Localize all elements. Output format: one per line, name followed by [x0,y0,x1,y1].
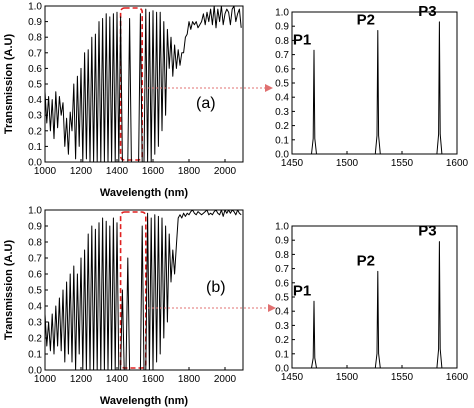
panel-a-main-chart: 0.0 0.1 0.2 0.3 0.4 0.5 0.6 0.7 0.8 0.9 1.0 1000 12… [3,2,244,199]
y-tick-label: 0.5 [28,286,42,297]
x-tick-label: 1600 [142,374,165,385]
panel-a-zoom-y-ticks: 0.0 0.1 0.2 0.3 0.4 0.5 0.6 0.7 0.8 0.9 1.0 [275,8,295,161]
y-tick-label: 0.4 [275,93,289,104]
y-tick-label: 0.7 [275,264,289,275]
panel-b-x-axis-label: Wavelength (nm) [100,395,189,407]
panel-b-y-axis-label: Transmission (A.U) [3,240,15,341]
y-tick-label: 0.9 [275,236,289,247]
x-tick-label: 1450 [281,158,304,169]
y-tick-label: 0.0 [28,158,42,169]
x-tick-label: 2000 [214,374,237,385]
y-tick-label: 0.1 [28,350,42,361]
y-tick-label: 0.2 [28,334,42,345]
y-tick-label: 0.9 [28,222,42,233]
panel-b-label: (b) [206,279,226,296]
peak-label-p2: P2 [357,252,375,269]
panel-a-label: (a) [196,95,216,112]
panel-a-zoom-chart: 0.0 0.1 0.2 0.3 0.4 0.5 0.6 0.7 0.8 0.9 1.0 1450 15… [275,3,468,169]
y-tick-label: 0.3 [28,111,42,122]
panel-a-x-axis-label: Wavelength (nm) [100,187,189,199]
y-tick-label: 0.2 [275,121,289,132]
panel-b-highlight-box [119,211,147,369]
y-tick-label: 0.7 [28,254,42,265]
x-tick-label: 1550 [391,372,414,383]
y-tick-label: 0.2 [28,126,42,137]
y-tick-label: 0.3 [28,318,42,329]
y-tick-label: 0.4 [275,307,289,318]
y-tick-label: 0.3 [275,321,289,332]
x-tick-label: 1400 [106,166,129,177]
x-tick-label: 1600 [446,372,469,383]
x-tick-label: 1200 [70,374,93,385]
x-tick-label: 1550 [391,158,414,169]
panel-b-main-chart: 0.0 0.1 0.2 0.3 0.4 0.5 0.6 0.7 0.8 0.9 1.0 1000 12… [3,206,244,407]
y-tick-label: 0.6 [275,64,289,75]
panel-b-zoom-arrow [148,304,276,312]
y-tick-label: 0.6 [28,270,42,281]
y-tick-label: 0.7 [275,50,289,61]
panel-a-zoom-series-line [292,21,457,155]
peak-label-p2: P2 [357,11,375,28]
y-tick-label: 0.6 [28,64,42,75]
x-tick-label: 1600 [142,166,165,177]
y-tick-label: 1.0 [28,206,42,217]
x-tick-label: 1200 [70,166,93,177]
x-tick-label: 1000 [34,166,57,177]
y-tick-label: 0.3 [275,107,289,118]
x-tick-label: 1450 [281,372,304,383]
peak-label-p1: P1 [293,31,311,48]
y-tick-label: 0.9 [28,17,42,28]
y-tick-label: 1.0 [275,222,289,233]
panel-a-main-y-ticks: 0.0 0.1 0.2 0.3 0.4 0.5 0.6 0.7 0.8 0.9 1.0 [28,2,48,169]
y-tick-label: 0.2 [275,335,289,346]
y-tick-label: 0.9 [275,22,289,33]
y-tick-label: 0.8 [275,250,289,261]
y-tick-label: 0.5 [275,79,289,90]
panel-b-peak-labels: P1 P2 P3 [293,223,437,300]
y-tick-label: 0.1 [275,349,289,360]
panel-a-main-x-ticks: 1000 1200 1400 1600 1800 2000 [34,159,237,177]
y-tick-label: 1.0 [28,2,42,13]
panel-b-main-series-line [44,209,242,371]
y-tick-label: 0.8 [28,33,42,44]
y-tick-label: 0.5 [28,80,42,91]
panel-b-main-y-ticks: 0.0 0.1 0.2 0.3 0.4 0.5 0.6 0.7 0.8 0.9 1.0 [28,206,48,377]
panel-a-zoom-frame [291,11,458,155]
x-tick-label: 1000 [34,374,57,385]
panel-b-main-x-ticks: 1000 1200 1400 1600 1800 2000 [34,367,237,385]
x-tick-label: 1500 [336,158,359,169]
x-tick-label: 1800 [178,166,201,177]
y-tick-label: 0.0 [275,364,289,375]
y-tick-label: 0.8 [28,238,42,249]
y-tick-label: 0.7 [28,48,42,59]
y-tick-label: 0.5 [275,293,289,304]
x-tick-label: 1600 [446,158,469,169]
y-tick-label: 0.0 [28,366,42,377]
panel-b-zoom-chart: 0.0 0.1 0.2 0.3 0.4 0.5 0.6 0.7 0.8 0.9 1.0 1450 15… [275,222,468,384]
x-tick-label: 1800 [178,374,201,385]
y-tick-label: 0.4 [28,302,42,313]
x-tick-label: 1400 [106,374,129,385]
panel-a-peak-labels: P1 P2 P3 [293,3,437,48]
peak-label-p3: P3 [418,3,436,20]
y-tick-label: 0.1 [28,142,42,153]
panel-a-zoom-arrow [140,84,273,92]
y-tick-label: 1.0 [275,8,289,19]
panel-a-main-series-line [44,5,242,163]
x-tick-label: 1500 [336,372,359,383]
panel-b-zoom-frame [291,225,458,369]
y-tick-label: 0.6 [275,278,289,289]
x-tick-label: 2000 [214,166,237,177]
peak-label-p1: P1 [293,282,311,299]
y-tick-label: 0.1 [275,135,289,146]
y-tick-label: 0.8 [275,36,289,47]
panel-b-zoom-series-line [292,241,457,369]
peak-label-p3: P3 [418,223,436,240]
y-tick-label: 0.4 [28,95,42,106]
panel-a-y-axis-label: Transmission (A.U) [3,34,15,135]
y-tick-label: 0.0 [275,150,289,161]
